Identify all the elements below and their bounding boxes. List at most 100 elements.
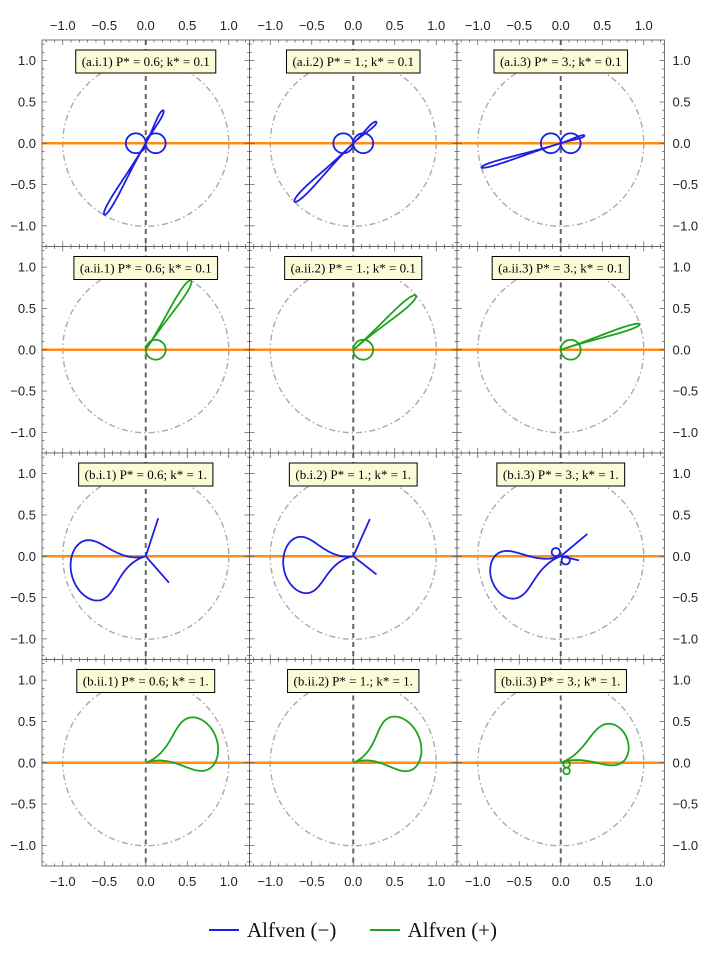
chart-legend: Alfven (−) Alfven (+)	[0, 912, 706, 943]
y-tick-label-right: −0.5	[673, 590, 699, 605]
panel-label-box	[284, 256, 423, 280]
series-loop-1	[282, 535, 354, 595]
y-tick-label-right: 1.0	[673, 673, 691, 688]
panel-ticks	[42, 40, 250, 247]
y-tick-label-right: 1.0	[673, 466, 691, 481]
y-tick-label-left: 1.0	[18, 53, 36, 68]
x-tick-label-top: 0.5	[593, 18, 611, 33]
panel-6: (a.ii.3) P* = 3.; k* = 0.1	[456, 246, 665, 454]
legend-swatch-alfven-minus	[208, 929, 239, 931]
panel-1: (a.i.1) P* = 0.6; k* = 0.1	[41, 39, 250, 247]
y-tick-label-left: −1.0	[10, 425, 36, 440]
series-loop-1	[293, 142, 354, 203]
x-tick-label-top: −0.5	[506, 18, 532, 33]
y-tick-label-right: −1.0	[673, 838, 699, 853]
panel-9: (b.i.3) P* = 3.; k* = 1.	[456, 452, 665, 660]
panel-label: (a.i.2) P* = 1.; k* = 0.1	[292, 54, 414, 69]
y-tick-label-left: −0.5	[10, 797, 36, 812]
panel-5: (a.ii.2) P* = 1.; k* = 0.1	[249, 246, 458, 454]
y-tick-label-right: 0.5	[673, 301, 691, 316]
panel-plot-area	[249, 246, 457, 453]
series-loop-1	[352, 294, 418, 351]
series-small-circle-1	[559, 338, 582, 361]
axis-tick-labels: −1.0 −1.0 −0.5 −0.5 0.0 0.0 0.5 0.5 1.0 1.0 −1.0 −1…	[10, 18, 698, 889]
y-tick-label-left: −0.5	[10, 384, 36, 399]
x-tick-label-top: 0.5	[178, 18, 196, 33]
series-loop-1	[560, 722, 630, 767]
panel-ticks	[249, 659, 457, 866]
panel-label-box	[73, 256, 219, 280]
x-tick-label-top: −1.0	[257, 18, 283, 33]
panel-plot-area	[42, 246, 250, 453]
y-tick-label-left: 0.5	[18, 714, 36, 729]
series-loop-1	[352, 715, 423, 773]
y-tick-label-right: 1.0	[673, 260, 691, 275]
x-tick-label-bottom: 0.5	[593, 874, 611, 889]
y-tick-label-left: 0.0	[18, 342, 36, 357]
x-tick-label-bottom: −0.5	[91, 874, 117, 889]
y-tick-label-left: −1.0	[10, 631, 36, 646]
x-tick-label-bottom: 0.0	[137, 874, 155, 889]
y-tick-label-right: 0.0	[673, 549, 691, 564]
panel-ticks	[42, 453, 250, 660]
x-tick-label-bottom: −1.0	[465, 874, 491, 889]
panel-label: (a.i.3) P* = 3.; k* = 0.1	[500, 54, 622, 69]
panel-label: (b.i.3) P* = 3.; k* = 1.	[503, 467, 619, 482]
y-tick-label-left: 1.0	[18, 673, 36, 688]
x-tick-label-top: 0.0	[344, 18, 362, 33]
series-small-circle-1	[352, 338, 375, 361]
legend-label-alfven-plus: Alfven (+)	[407, 917, 498, 942]
panel-ticks	[457, 453, 665, 660]
panel-label-box	[288, 462, 418, 487]
y-tick-label-left: 0.0	[18, 755, 36, 770]
series-loop-1	[144, 279, 193, 351]
series-loop-1	[489, 550, 562, 600]
x-tick-label-top: −1.0	[465, 18, 491, 33]
panel-label: (b.ii.2) P* = 1.; k* = 1.	[294, 674, 413, 689]
x-tick-label-top: 1.0	[427, 18, 445, 33]
panel-2: (a.i.2) P* = 1.; k* = 0.1	[249, 39, 458, 247]
y-tick-label-right: −0.5	[673, 384, 699, 399]
y-tick-label-right: 0.5	[673, 94, 691, 109]
series-ray-1	[144, 517, 160, 557]
y-tick-label-right: −1.0	[673, 631, 699, 646]
panel-label-box	[493, 49, 629, 74]
x-tick-label-top: 0.0	[552, 18, 570, 33]
panel-3: (a.i.3) P* = 3.; k* = 0.1	[456, 39, 665, 247]
panel-plot-area	[457, 453, 665, 660]
panel-plot-area	[249, 453, 457, 660]
legend-item-alfven-plus: Alfven (+)	[369, 917, 498, 943]
panel-12: (b.ii.3) P* = 3.; k* = 1.	[456, 659, 665, 867]
x-tick-label-top: −0.5	[91, 18, 117, 33]
series-small-circle-1	[144, 338, 167, 361]
panel-label-box	[285, 49, 421, 74]
panel-label: (a.ii.2) P* = 1.; k* = 0.1	[291, 261, 416, 276]
x-tick-label-top: 0.5	[386, 18, 404, 33]
y-tick-label-right: 0.0	[673, 755, 691, 770]
panel-ticks	[42, 246, 250, 453]
x-tick-label-bottom: −1.0	[257, 874, 283, 889]
y-tick-label-left: 0.0	[18, 549, 36, 564]
y-tick-label-right: −1.0	[673, 425, 699, 440]
x-tick-label-bottom: 0.0	[344, 874, 362, 889]
panel-plot-area	[457, 40, 665, 247]
x-tick-label-top: −0.5	[299, 18, 325, 33]
panel-label: (b.i.1) P* = 0.6; k* = 1.	[85, 467, 207, 482]
y-tick-label-right: 0.5	[673, 714, 691, 729]
panel-label-box	[78, 462, 214, 487]
panel-label-box	[76, 669, 216, 693]
series-loop-1	[480, 142, 562, 169]
panel-8: (b.i.2) P* = 1.; k* = 1.	[249, 452, 458, 660]
panel-ticks	[457, 246, 665, 453]
panel-11: (b.ii.2) P* = 1.; k* = 1.	[249, 659, 458, 867]
series-small-circle-2	[562, 766, 571, 776]
panel-plot-area	[457, 246, 665, 453]
panel-plot-area	[42, 453, 250, 660]
series-small-circle-2	[559, 132, 582, 155]
panel-ticks	[457, 659, 665, 866]
x-tick-label-bottom: 0.5	[178, 874, 196, 889]
series-loop-1	[69, 539, 147, 602]
series-ray-1	[560, 533, 588, 557]
y-tick-label-right: 1.0	[673, 53, 691, 68]
